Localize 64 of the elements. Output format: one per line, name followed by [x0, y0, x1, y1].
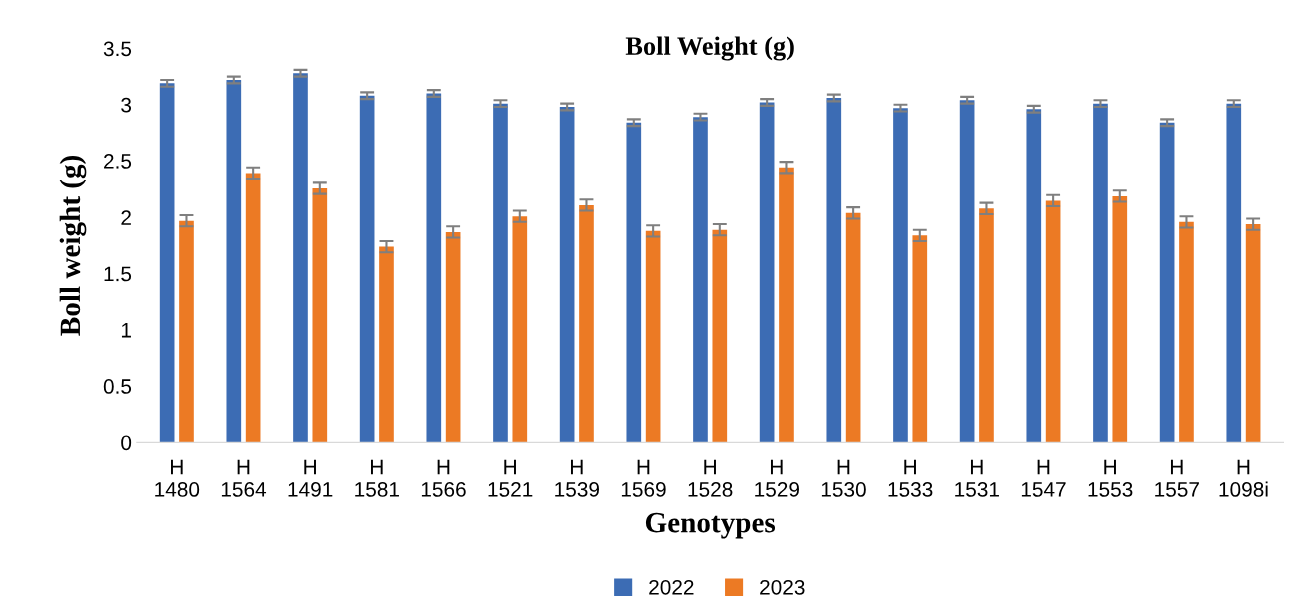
bar [379, 246, 394, 443]
bar [1179, 221, 1194, 443]
bar [893, 108, 908, 443]
y-tick-label: 3 [121, 97, 132, 113]
y-axis-title: Boll weight (g) [59, 155, 87, 336]
x-tick-label: H 1566 [421, 459, 466, 497]
bar [1026, 109, 1042, 443]
bar [912, 235, 928, 443]
bar [226, 79, 242, 443]
y-tick-label: 0.5 [103, 379, 132, 394]
bar [1112, 195, 1128, 443]
bar [293, 73, 308, 443]
bar [979, 208, 994, 443]
bar [512, 216, 528, 443]
bar [426, 93, 442, 443]
bar [845, 212, 861, 443]
y-tick-label: 2.5 [104, 154, 132, 169]
x-tick-label: H 1557 [1155, 459, 1199, 497]
x-tick-label: H 1547 [1021, 459, 1066, 497]
bar [1159, 122, 1175, 443]
bar [159, 83, 175, 443]
bar [1245, 224, 1261, 443]
x-tick-label: H 1564 [221, 459, 267, 497]
bar [445, 231, 461, 443]
bar [712, 229, 728, 443]
bar [826, 98, 842, 443]
bar [245, 173, 261, 443]
x-tick-label: H 1530 [821, 459, 866, 497]
bar [179, 220, 194, 443]
y-tick-label: 1.5 [104, 266, 132, 282]
bar [626, 122, 642, 443]
x-tick-label: H 1528 [688, 459, 733, 497]
bar [312, 188, 328, 443]
x-tick-label: H 1521 [488, 459, 533, 497]
bar [1045, 200, 1061, 443]
y-tick-label: 3.5 [103, 41, 132, 57]
bar [759, 102, 775, 443]
x-tick-label: H 1533 [888, 459, 933, 497]
chart-title: Boll Weight (g) [625, 36, 794, 61]
x-axis-title: Genotypes [645, 512, 776, 539]
y-tick-label: 0 [121, 435, 132, 451]
bar [1093, 103, 1108, 443]
x-tick-label: H 1569 [621, 459, 666, 497]
bar [359, 95, 375, 443]
bar [693, 117, 708, 443]
bar [493, 103, 508, 443]
legend-label: 2022 [649, 579, 694, 595]
bar [959, 100, 975, 443]
x-tick-label: H 1553 [1088, 459, 1133, 497]
bar [559, 107, 575, 443]
y-tick-label: 1 [121, 323, 131, 338]
x-tick-label: H 1581 [355, 459, 399, 497]
bar [645, 230, 661, 443]
bar [1226, 103, 1242, 443]
y-tick-label: 2 [121, 210, 131, 225]
x-tick-label: H 1098i [1219, 459, 1268, 497]
bar [779, 167, 794, 443]
bar [579, 204, 594, 443]
x-tick-label: H 1539 [555, 459, 599, 497]
x-tick-label: H 1529 [755, 459, 799, 497]
x-tick-label: H 1480 [155, 459, 200, 497]
x-tick-label: H 1491 [288, 459, 333, 497]
legend-label: 2023 [760, 579, 805, 595]
x-tick-label: H 1531 [955, 459, 999, 497]
